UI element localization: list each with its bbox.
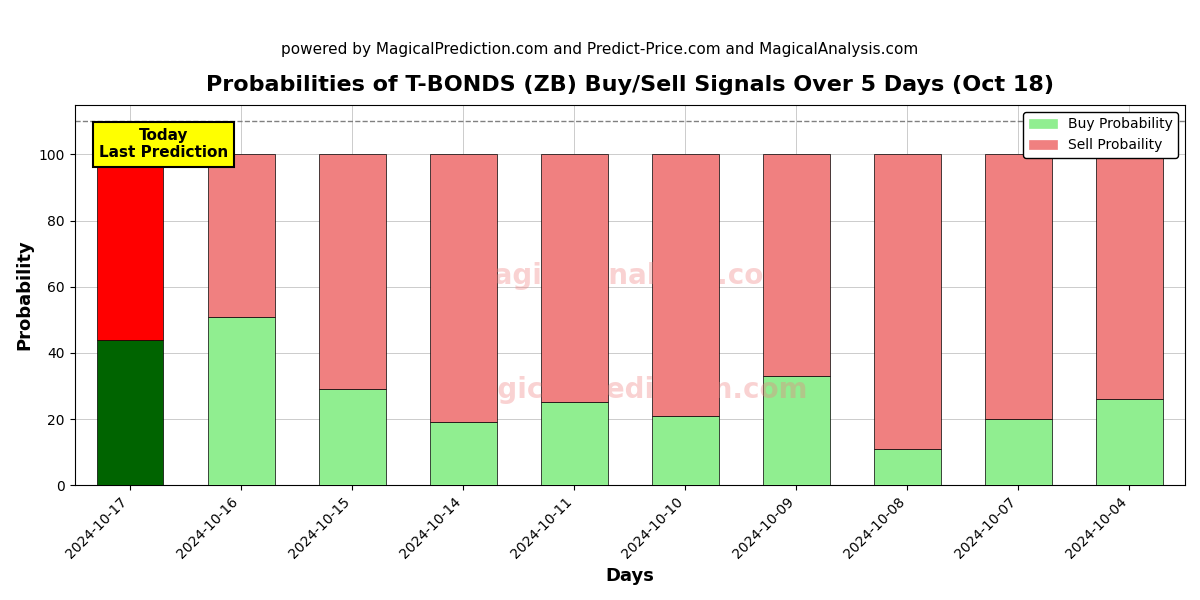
Bar	[430, 422, 497, 485]
X-axis label: Days: Days	[605, 567, 654, 585]
Bar	[97, 340, 163, 485]
Bar	[652, 416, 719, 485]
Bar	[985, 154, 1051, 419]
Bar	[874, 154, 941, 449]
Bar	[208, 317, 275, 485]
Legend: Buy Probability, Sell Probaility: Buy Probability, Sell Probaility	[1024, 112, 1178, 158]
Bar	[541, 403, 607, 485]
Bar	[874, 449, 941, 485]
Text: MagicalPrediction.com: MagicalPrediction.com	[451, 376, 808, 404]
Y-axis label: Probability: Probability	[16, 239, 34, 350]
Bar	[97, 154, 163, 340]
Bar	[541, 154, 607, 403]
Text: MagicalAnalysis.com: MagicalAnalysis.com	[467, 262, 793, 290]
Bar	[319, 154, 385, 389]
Bar	[763, 376, 829, 485]
Bar	[430, 154, 497, 422]
Text: powered by MagicalPrediction.com and Predict-Price.com and MagicalAnalysis.com: powered by MagicalPrediction.com and Pre…	[281, 42, 919, 57]
Title: Probabilities of T-BONDS (ZB) Buy/Sell Signals Over 5 Days (Oct 18): Probabilities of T-BONDS (ZB) Buy/Sell S…	[206, 75, 1054, 95]
Bar	[208, 154, 275, 317]
Bar	[985, 419, 1051, 485]
Bar	[319, 389, 385, 485]
Bar	[1096, 399, 1163, 485]
Bar	[652, 154, 719, 416]
Bar	[763, 154, 829, 376]
Bar	[1096, 154, 1163, 399]
Text: Today
Last Prediction: Today Last Prediction	[98, 128, 228, 160]
